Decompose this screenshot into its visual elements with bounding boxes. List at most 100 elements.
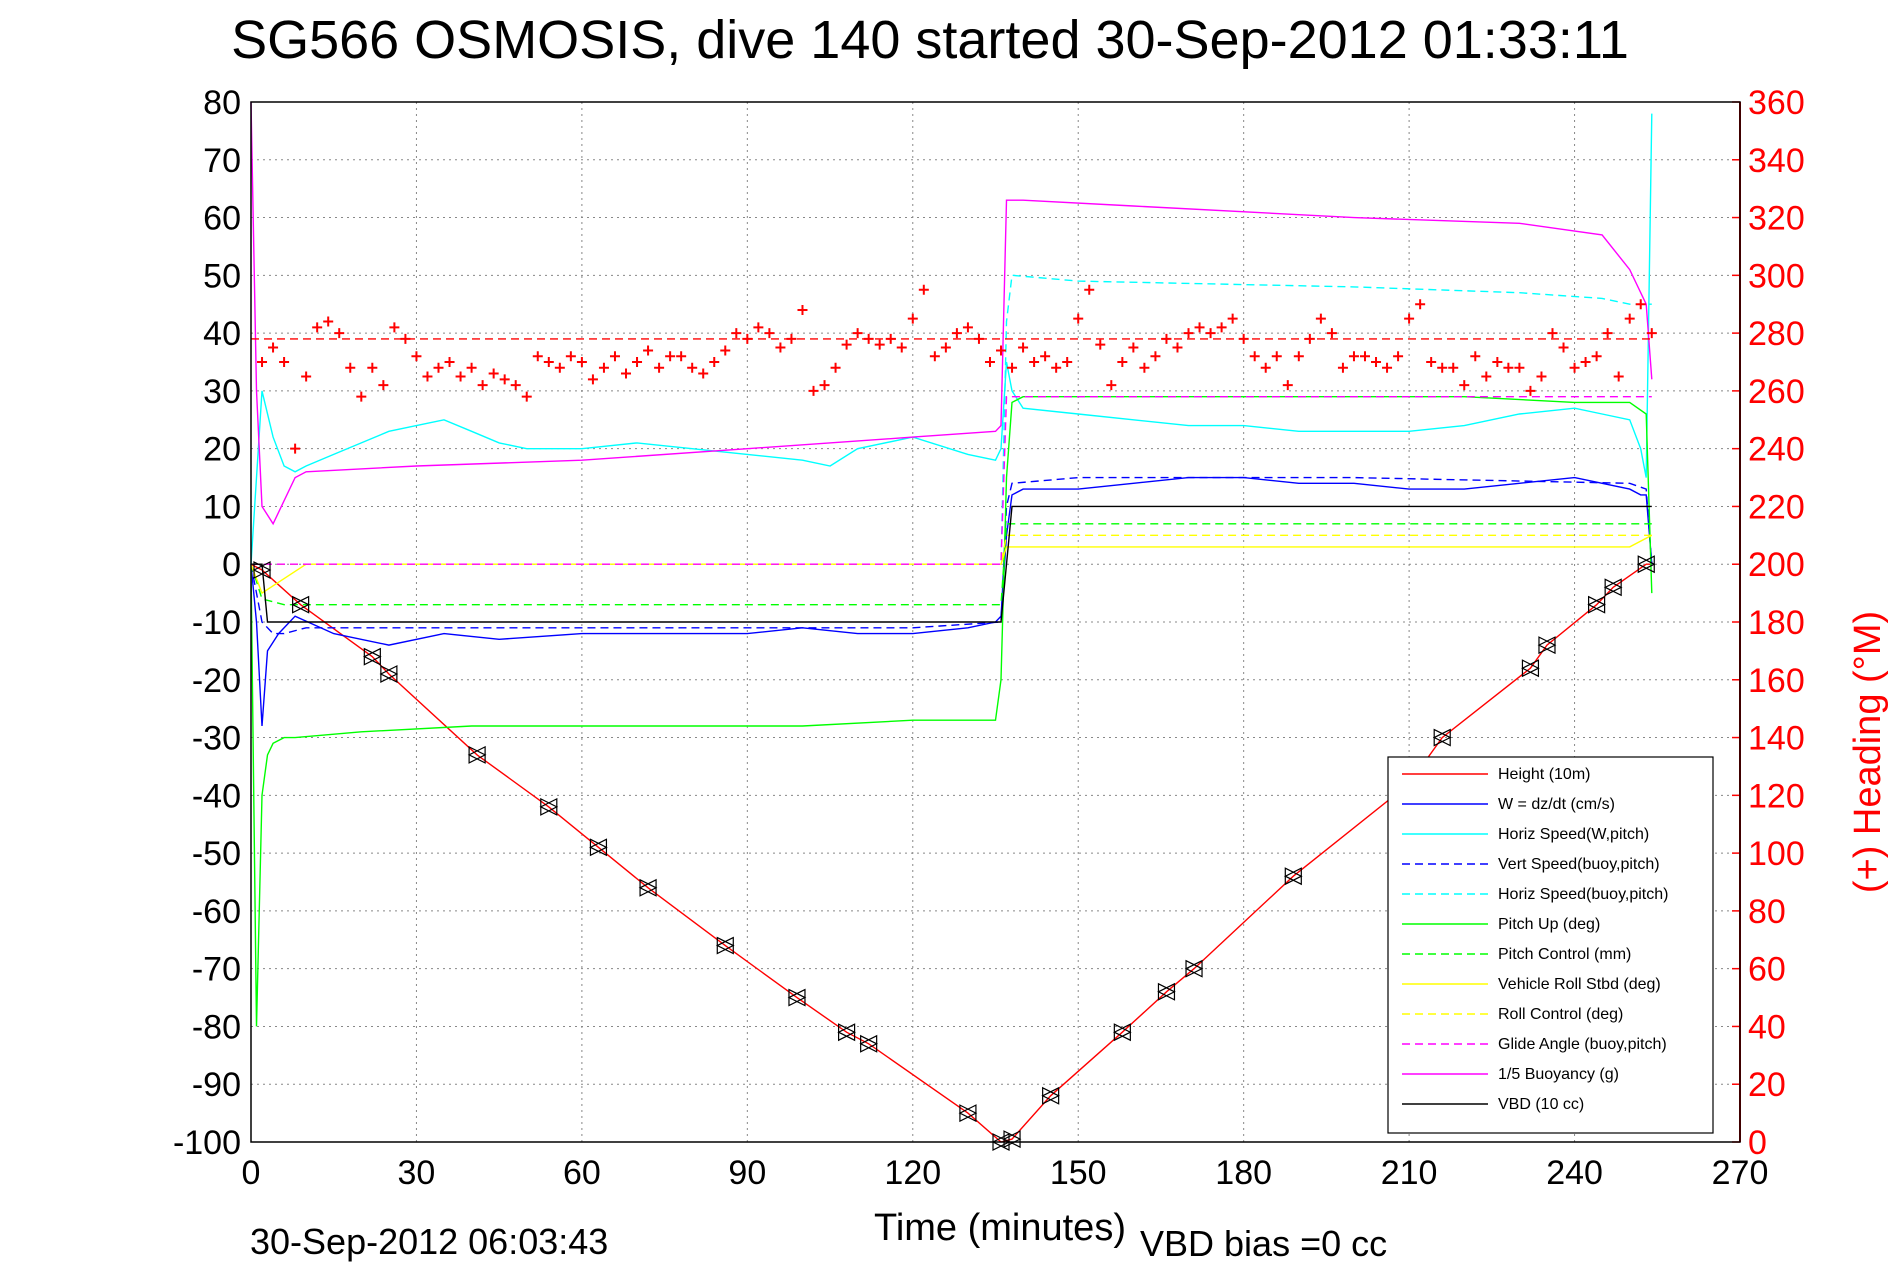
heading-point <box>1536 371 1547 382</box>
heading-point <box>1260 362 1271 373</box>
legend-label: Glide Angle (buoy,pitch) <box>1498 1036 1667 1053</box>
depth-marker <box>379 665 398 683</box>
heading-point <box>676 351 687 362</box>
y-tick-label: 10 <box>203 488 241 526</box>
y-tick-label: 80 <box>203 84 241 122</box>
heading-point <box>720 345 731 356</box>
heading-point <box>1117 357 1128 367</box>
y-tick-label: -100 <box>173 1124 241 1162</box>
x-tick-label: 30 <box>398 1154 436 1192</box>
heading-point <box>1106 380 1117 391</box>
heading-point <box>1293 351 1304 362</box>
series-line-5 <box>250 396 1653 1027</box>
heading-point <box>1062 357 1073 367</box>
heading-point <box>775 342 786 353</box>
heading-point <box>1492 357 1503 367</box>
depth-marker <box>715 936 734 955</box>
series-line-11 <box>251 505 1652 623</box>
y-tick-label: -60 <box>192 893 241 931</box>
heading-point <box>521 391 532 402</box>
y2-tick-label: 320 <box>1748 200 1805 238</box>
heading-point <box>1459 380 1470 391</box>
depth-marker <box>362 647 381 666</box>
heading-point <box>301 371 312 382</box>
heading-point <box>808 385 819 396</box>
depth-marker <box>539 797 558 816</box>
heading-point <box>268 342 279 353</box>
legend-label: Pitch Control (mm) <box>1498 946 1631 963</box>
heading-point <box>1646 328 1657 339</box>
depth-marker <box>1283 867 1302 886</box>
heading-point <box>1359 351 1370 362</box>
heading-point <box>1227 313 1238 324</box>
depth-marker <box>958 1104 977 1123</box>
y2-tick-label: 360 <box>1748 84 1805 122</box>
heading-point <box>973 333 984 344</box>
heading-point <box>1051 362 1062 373</box>
y2-tick-label: 220 <box>1748 488 1805 526</box>
depth-marker <box>1537 636 1556 655</box>
heading-point <box>996 345 1007 356</box>
heading-point <box>1172 342 1183 353</box>
depth-marker <box>1587 595 1606 614</box>
heading-point <box>1371 357 1382 367</box>
heading-point <box>1271 351 1282 362</box>
heading-point <box>797 305 808 315</box>
heading-point <box>984 357 995 367</box>
depth-marker <box>638 878 657 897</box>
heading-point <box>962 322 973 333</box>
y2-tick-label: 340 <box>1748 142 1805 180</box>
heading-point <box>841 339 852 350</box>
y-tick-label: -20 <box>192 662 241 700</box>
series-line-10 <box>250 101 1653 526</box>
heading-point <box>279 357 290 367</box>
chart-title: SG566 OSMOSIS, dive 140 started 30-Sep-2… <box>231 10 1629 70</box>
heading-point <box>1602 328 1613 339</box>
y2-tick-label: 300 <box>1748 257 1805 295</box>
heading-point <box>1282 380 1293 391</box>
heading-point <box>1150 351 1161 362</box>
heading-point <box>312 322 323 333</box>
legend-label: 1/5 Buoyancy (g) <box>1498 1066 1619 1083</box>
y-tick-label: 40 <box>203 315 241 353</box>
y2-tick-label: 240 <box>1748 431 1805 469</box>
heading-point <box>1569 362 1580 373</box>
heading-point <box>411 351 422 362</box>
depth-marker <box>1184 959 1203 978</box>
heading-point <box>422 371 433 382</box>
heading-point <box>621 368 632 379</box>
heading-point <box>1503 362 1514 373</box>
heading-point <box>367 362 378 373</box>
y-tick-label: -80 <box>192 1008 241 1046</box>
y-tick-label: 50 <box>203 257 241 295</box>
heading-point <box>1007 362 1018 373</box>
heading-point <box>1040 351 1051 362</box>
heading-point <box>1470 351 1481 362</box>
x-tick-label: 60 <box>563 1154 601 1192</box>
heading-point <box>885 333 896 344</box>
heading-point <box>753 322 764 333</box>
heading-point <box>863 333 874 344</box>
x-tick-label: 0 <box>242 1154 261 1192</box>
heading-point <box>389 322 400 333</box>
heading-point <box>323 316 334 327</box>
heading-point <box>1558 342 1569 353</box>
y-tick-label: -40 <box>192 777 241 815</box>
y-tick-label: 30 <box>203 373 241 411</box>
heading-point <box>764 328 775 339</box>
x-tick-label: 120 <box>884 1154 941 1192</box>
heading-point <box>643 345 654 356</box>
depth-marker <box>1041 1086 1060 1105</box>
heading-point <box>1525 385 1536 396</box>
y-tick-labels: 80 70 60 50 40 30 20 10 0 -10 -20 -30 -40 -50 -60 -70 -8… <box>173 84 241 1162</box>
y2-tick-label: 60 <box>1748 951 1786 989</box>
y-tick-label: -90 <box>192 1066 241 1104</box>
y2-tick-label: 260 <box>1748 373 1805 411</box>
y-tick-label: 20 <box>203 431 241 469</box>
y2-tick-label: 160 <box>1748 662 1805 700</box>
y2-tick-label: 0 <box>1748 1124 1767 1162</box>
y2-tick-label: 140 <box>1748 720 1805 758</box>
heading-point <box>1326 328 1337 339</box>
heading-point <box>488 368 499 379</box>
